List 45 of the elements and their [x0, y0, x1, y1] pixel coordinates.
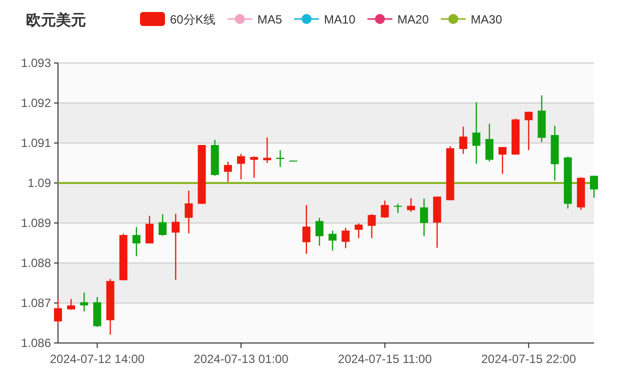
- candlestick: [172, 213, 180, 280]
- candlestick: [485, 123, 494, 162]
- candlestick: [93, 296, 102, 328]
- candlestick: [80, 292, 88, 312]
- candlestick: [524, 111, 533, 151]
- x-tick-label: 2024-07-15 11:00: [338, 352, 432, 366]
- candlestick: [406, 198, 415, 212]
- candlestick: [158, 214, 167, 236]
- x-tick-label: 2024-07-12 14:00: [50, 352, 145, 366]
- candlestick: [315, 217, 324, 246]
- candlestick: [368, 214, 376, 239]
- candlestick: [394, 203, 402, 214]
- y-tick-label: 1.087: [20, 296, 52, 310]
- candlestick: [184, 190, 193, 234]
- candlestick: [472, 102, 480, 164]
- x-tick-label: 2024-07-15 22:00: [481, 352, 576, 366]
- candlestick: [146, 215, 154, 244]
- legend-label: MA30: [470, 12, 502, 26]
- candlestick: [590, 175, 598, 198]
- y-tick-label: 1.092: [20, 96, 52, 110]
- legend-label: MA20: [397, 12, 430, 26]
- candlestick: [354, 222, 363, 239]
- candlestick: [224, 161, 232, 182]
- candlestick: [302, 204, 310, 254]
- y-tick-label: 1.091: [20, 136, 52, 150]
- candlestick: [132, 226, 140, 257]
- chart-title: 欧元美元: [26, 11, 86, 29]
- legend-label: MA5: [257, 12, 282, 26]
- candlestick: [237, 153, 246, 180]
- candlestick: [380, 200, 389, 218]
- y-tick-label: 1.089: [20, 216, 52, 230]
- candlestick: [67, 298, 76, 310]
- candlestick: [498, 146, 506, 174]
- candlestick: [459, 126, 468, 154]
- y-tick-label: 1.093: [20, 56, 52, 70]
- x-tick-label: 2024-07-13 01:00: [194, 352, 289, 366]
- candlestick: [342, 227, 350, 249]
- y-tick-label: 1.086: [20, 336, 52, 350]
- y-tick-label: 1.09: [28, 176, 52, 190]
- legend-label: 60分K线: [170, 12, 216, 26]
- candlestick: [328, 230, 337, 252]
- legend-label: MA10: [324, 12, 356, 26]
- y-tick-label: 1.088: [20, 256, 52, 270]
- candlestick: [420, 198, 428, 237]
- candlestick: [250, 156, 258, 178]
